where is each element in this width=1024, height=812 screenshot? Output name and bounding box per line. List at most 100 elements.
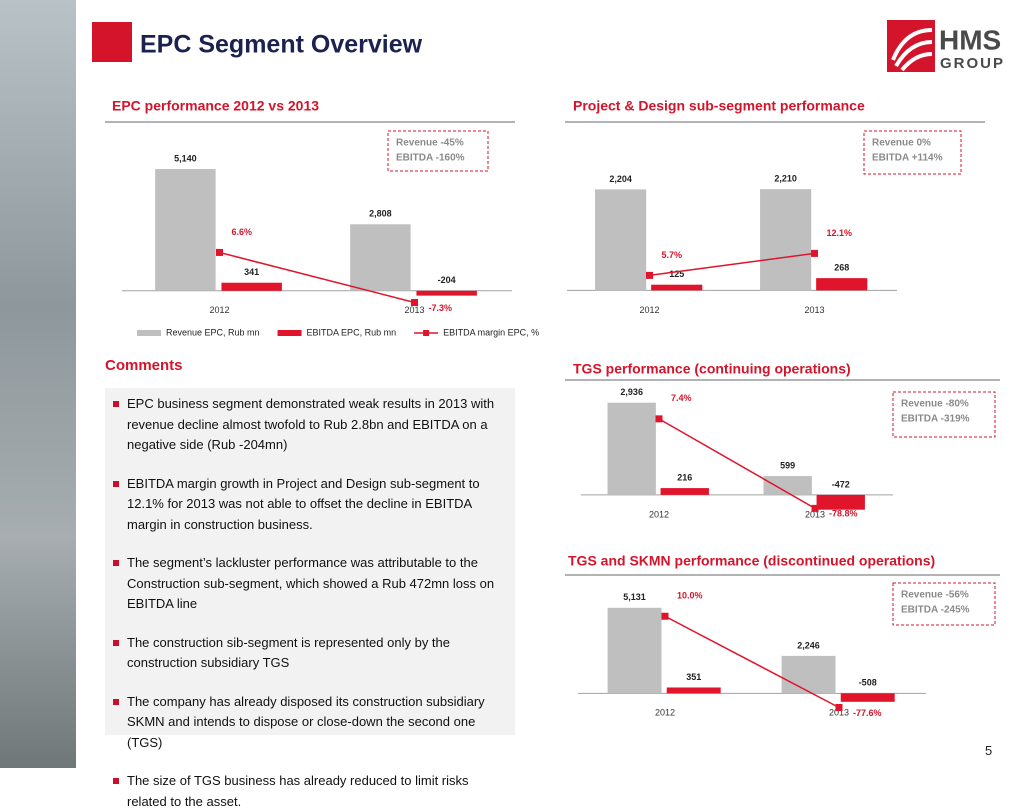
margin-marker (811, 504, 819, 512)
bar (651, 284, 703, 291)
comments-box: EPC business segment demonstrated weak r… (105, 388, 515, 809)
margin-line (219, 251, 415, 304)
bar-label: 2,210 (774, 174, 797, 184)
comment-item: The construction sib-segment is represen… (113, 633, 505, 674)
chart-title: TGS performance (continuing operations) (573, 361, 851, 377)
x-tick-label: 2012 (649, 509, 669, 519)
margin-marker (655, 415, 663, 423)
title-square (92, 22, 132, 62)
bar-label: 216 (677, 472, 692, 482)
bar (607, 607, 662, 694)
legend-label: Revenue EPC, Rub mn (166, 327, 260, 337)
margin-label: -78.8% (829, 509, 858, 519)
chart-title: TGS and SKMN performance (discontinued o… (568, 553, 935, 569)
annotation: Revenue -45% (396, 138, 464, 149)
annotation: EBITDA -319% (901, 414, 970, 425)
bar (350, 224, 411, 291)
margin-marker (411, 298, 418, 306)
annotation: Revenue 0% (872, 138, 931, 149)
slide: EPC Segment Overview HMS GROUP EPC perfo… (0, 0, 1005, 809)
bar (816, 494, 865, 510)
x-tick-label: 2012 (209, 305, 229, 315)
x-tick-label: 2013 (804, 305, 824, 315)
bar-label: -508 (859, 678, 877, 688)
bar-label: 268 (834, 263, 849, 273)
margin-line (658, 418, 816, 510)
bar-label: 341 (244, 267, 259, 277)
logo: HMS GROUP (887, 20, 1005, 72)
bar (595, 189, 647, 291)
legend-swatch (277, 330, 302, 336)
bar-label: 125 (669, 269, 684, 279)
margin-line (664, 615, 840, 709)
margin-label: 5.7% (662, 250, 683, 260)
bar (816, 278, 868, 291)
legend-label: EBITDA margin EPC, % (443, 327, 539, 337)
annotation-box (892, 391, 996, 438)
margin-label: -77.6% (853, 708, 882, 718)
annotation-box (892, 582, 996, 626)
legend-label: EBITDA EPC, Rub mn (307, 327, 397, 337)
page-number: 5 (985, 743, 993, 758)
margin-marker (661, 612, 669, 620)
comments-title: Comments (105, 357, 183, 374)
annotation: Revenue -80% (901, 399, 969, 410)
margin-label: 12.1% (827, 228, 853, 238)
bar-label: 2,204 (609, 174, 632, 184)
bar (607, 402, 656, 495)
x-tick-label: 2012 (639, 305, 659, 315)
page-title: EPC Segment Overview (140, 31, 423, 59)
comment-item: The size of TGS business has already red… (113, 771, 505, 812)
bar-label: 2,246 (797, 640, 820, 650)
bar-label: 2,936 (620, 387, 643, 397)
bar-label: -472 (832, 479, 850, 489)
comment-item: The segment’s lackluster performance was… (113, 553, 505, 615)
logo-mark (887, 20, 935, 72)
logo-swirl (891, 28, 933, 72)
annotation: EBITDA -160% (396, 153, 465, 164)
x-tick-label: 2012 (655, 708, 675, 718)
bar (155, 169, 216, 291)
bar-label: 5,131 (623, 592, 646, 602)
margin-label: 6.6% (232, 227, 253, 237)
bar-label: -204 (438, 275, 456, 285)
bar (760, 189, 812, 291)
annotation: EBITDA -245% (901, 605, 970, 616)
logo-text: HMS (939, 24, 1001, 55)
legend-marker (423, 330, 430, 336)
bar (221, 282, 282, 291)
margin-marker (811, 249, 818, 257)
margin-label: -7.3% (429, 303, 453, 313)
margin-label: 7.4% (671, 393, 692, 403)
slide-graphics: EPC Segment Overview HMS GROUP EPC perfo… (0, 0, 1005, 768)
logo-subtext: GROUP (940, 55, 1005, 72)
bar-label: 2,808 (369, 209, 392, 219)
photo-strip (0, 0, 76, 768)
margin-label: 10.0% (677, 591, 703, 601)
comment-item: EPC business segment demonstrated weak r… (113, 394, 505, 456)
bar (781, 655, 836, 694)
annotation: Revenue -56% (901, 590, 969, 601)
comment-item: The company has already disposed its con… (113, 692, 505, 754)
bar (666, 687, 721, 694)
margin-marker (216, 248, 223, 256)
bar (840, 693, 895, 702)
x-tick-label: 2013 (805, 509, 825, 519)
bar-label: 5,140 (174, 153, 197, 163)
bar (763, 476, 812, 495)
annotation: EBITDA +114% (872, 153, 943, 164)
margin-marker (835, 704, 843, 711)
bar (416, 290, 477, 296)
x-tick-label: 2013 (829, 708, 849, 718)
comments-list: EPC business segment demonstrated weak r… (113, 394, 505, 812)
bar-label: 599 (780, 460, 795, 470)
bar (660, 488, 709, 495)
comment-item: EBITDA margin growth in Project and Desi… (113, 474, 505, 536)
margin-line (649, 252, 815, 277)
chart-title: EPC performance 2012 vs 2013 (112, 98, 319, 114)
legend-swatch (137, 330, 161, 336)
margin-marker (646, 271, 653, 279)
bar-label: 351 (686, 672, 701, 682)
x-tick-label: 2013 (404, 305, 424, 315)
annotation-box (387, 130, 489, 172)
